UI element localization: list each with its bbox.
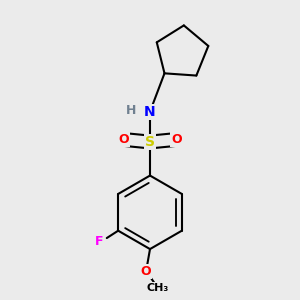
Text: CH₃: CH₃ bbox=[147, 283, 169, 293]
Text: F: F bbox=[94, 236, 103, 248]
Text: H: H bbox=[126, 103, 136, 117]
Text: N: N bbox=[144, 105, 156, 118]
Text: S: S bbox=[145, 135, 155, 149]
Text: O: O bbox=[171, 133, 181, 146]
Text: O: O bbox=[118, 133, 129, 146]
Text: O: O bbox=[141, 265, 152, 278]
